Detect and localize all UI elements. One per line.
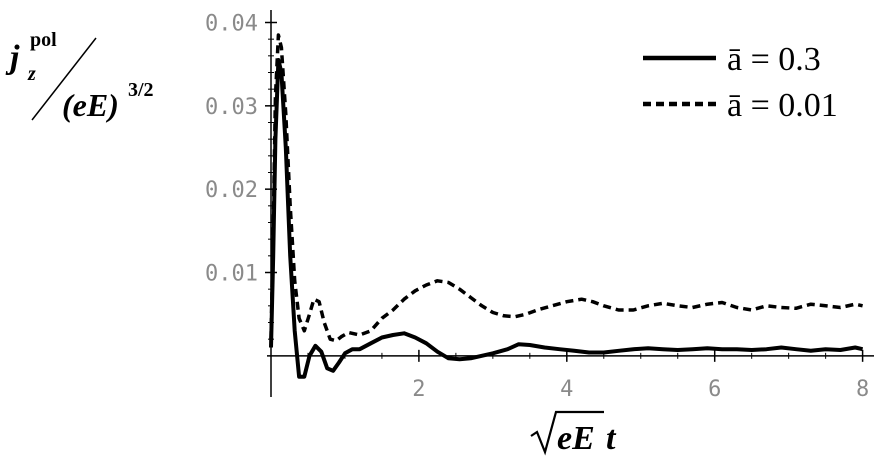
y-label-fraction-slash: [31, 37, 97, 121]
y-label-j: j: [5, 39, 20, 76]
series-group: [269, 33, 864, 379]
y-ticks-group: 0.01 0.02 0.03 0.04: [205, 12, 277, 340]
y-label-exponent: 3/2: [128, 79, 154, 101]
x-axis-label: eE t: [530, 410, 617, 457]
legend-label-solid: ā = 0.3: [727, 41, 821, 78]
series-line-a-0.01: [269, 33, 863, 343]
y-tick-label: 0.04: [205, 12, 258, 37]
sqrt-symbol-icon: [530, 410, 604, 456]
y-label-subscript: z: [27, 63, 36, 85]
x-tick-label: 6: [708, 377, 721, 402]
y-tick-label: 0.02: [205, 178, 258, 203]
x-tick-label: 8: [856, 377, 869, 402]
y-tick-label: 0.01: [205, 262, 258, 287]
y-axis-label: j pol z (eE) 3/2: [5, 29, 154, 123]
y-tick-label: 0.03: [205, 95, 258, 120]
y-label-denominator: (eE): [62, 87, 119, 123]
x-label-t: t: [606, 420, 617, 457]
x-tick-label: 4: [560, 377, 573, 402]
y-label-superscript: pol: [30, 29, 57, 51]
series-line-a-0.3: [269, 58, 864, 379]
legend: ā = 0.3 ā = 0.01: [643, 41, 838, 124]
x-label-sqrt-arg: eE: [557, 420, 595, 457]
x-ticks-group: 2 4 6 8: [307, 349, 869, 402]
x-tick-label: 2: [412, 377, 425, 402]
legend-label-dashed: ā = 0.01: [727, 87, 838, 124]
